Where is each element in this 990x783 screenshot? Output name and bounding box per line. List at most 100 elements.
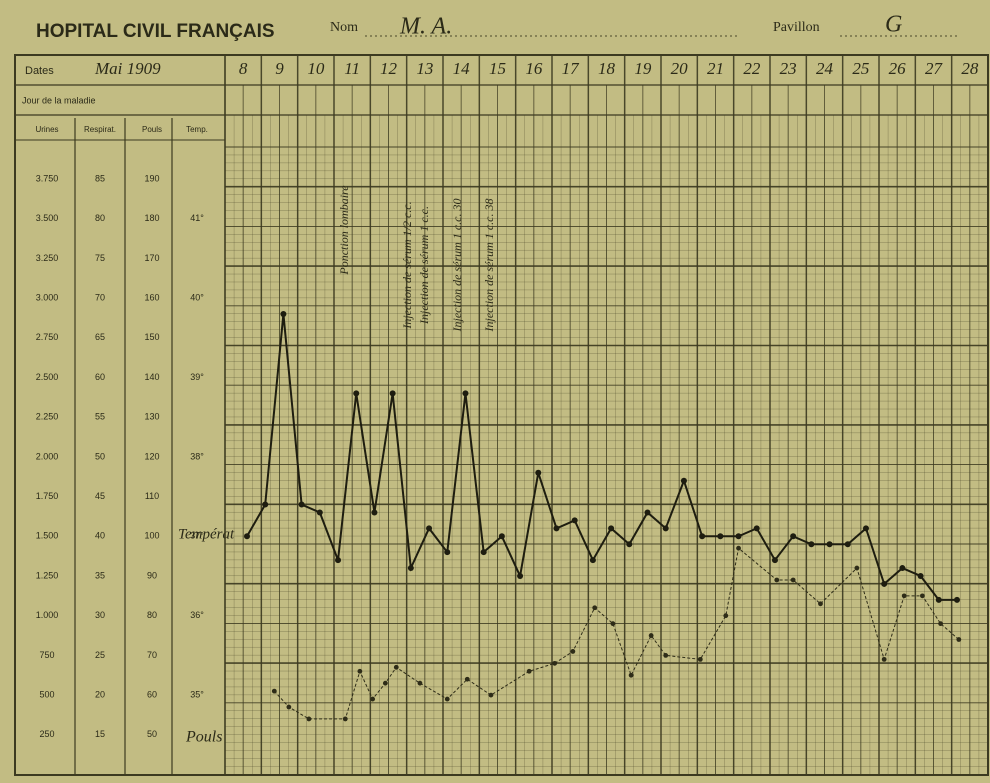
temperature-point [954, 597, 960, 603]
paper [0, 0, 990, 783]
date-label: 16 [525, 59, 543, 78]
pulse-point [552, 661, 557, 666]
temperature-point [390, 390, 396, 396]
temperature-point [262, 502, 268, 508]
month: Mai 1909 [94, 59, 161, 78]
temperature-point [863, 525, 869, 531]
pulse-point [343, 717, 348, 722]
pulse-point [286, 705, 291, 710]
temperature-point [754, 525, 760, 531]
scale-label: 1.500 [36, 531, 59, 541]
scale-label: 170 [144, 253, 159, 263]
pulse-point [592, 605, 597, 610]
temperature-point [827, 541, 833, 547]
temperature-point [299, 502, 305, 508]
pulse-point [791, 578, 796, 583]
pulse-point [649, 633, 654, 638]
scale-label: 3.500 [36, 213, 59, 223]
pulse-point [357, 669, 362, 674]
temperature-point [790, 533, 796, 539]
temperature-point [808, 541, 814, 547]
scale-label: 50 [147, 729, 157, 739]
temperature-point [244, 533, 250, 539]
scale-label: 38° [190, 451, 204, 461]
scale-label: 250 [39, 729, 54, 739]
temperature-point [317, 509, 323, 515]
date-label: 14 [453, 59, 471, 78]
scale-label: 55 [95, 412, 105, 422]
pulse-point [723, 613, 728, 618]
scale-label: 180 [144, 213, 159, 223]
temperature-curve-label: Températ [178, 526, 235, 542]
scale-label: 15 [95, 729, 105, 739]
temperature-point [481, 549, 487, 555]
scale-label: 190 [144, 173, 159, 183]
pulse-point [818, 601, 823, 606]
pulse-point [938, 621, 943, 626]
temperature-point [371, 509, 377, 515]
pulse-point [306, 717, 311, 722]
dates-label: Dates [25, 65, 54, 77]
scale-label: 35 [95, 570, 105, 580]
pulse-point [272, 689, 277, 694]
temperature-point [280, 311, 286, 317]
scale-label: 20 [95, 689, 105, 699]
temperature-point [590, 557, 596, 563]
day-label: Jour de la maladie [22, 95, 96, 105]
temperature-point [645, 509, 651, 515]
scale-label: 40° [190, 292, 204, 302]
pavilion-value: G [885, 12, 902, 38]
pulse-point [489, 693, 494, 698]
temperature-point [845, 541, 851, 547]
date-label: 18 [598, 59, 616, 78]
annotation: Ponction lombaire [337, 185, 351, 276]
scale-label: 2.250 [36, 412, 59, 422]
temperature-point [408, 565, 414, 571]
date-label: 10 [307, 59, 325, 78]
temperature-point [626, 541, 632, 547]
scale-label: 39° [190, 372, 204, 382]
pulse-point [527, 669, 532, 674]
page: {"header": {"title": "HOPITAL CIVIL FRAN… [0, 0, 990, 783]
pulse-point [370, 697, 375, 702]
pulse-point [611, 621, 616, 626]
temperature-point [772, 557, 778, 563]
date-label: 12 [380, 59, 398, 78]
temperature-point [335, 557, 341, 563]
scale-label: 80 [147, 610, 157, 620]
scale-label: 1.250 [36, 570, 59, 580]
scale-label: 3.750 [36, 173, 59, 183]
pavilion-label: Pavillon [773, 20, 820, 35]
pulse-point [774, 578, 779, 583]
scale-label: 75 [95, 253, 105, 263]
pulse-point [418, 681, 423, 686]
hospital-title: HOPITAL CIVIL FRANÇAIS [36, 21, 275, 42]
pulse-point [570, 649, 575, 654]
temperature-point [553, 525, 559, 531]
date-label: 13 [416, 59, 433, 78]
column-header: Temp. [186, 125, 208, 134]
scale-label: 140 [144, 372, 159, 382]
date-label: 17 [562, 59, 581, 78]
temperature-point [608, 525, 614, 531]
scale-label: 65 [95, 332, 105, 342]
scale-label: 25 [95, 650, 105, 660]
scale-label: 37° [190, 531, 204, 541]
date-label: 22 [743, 59, 761, 78]
pulse-point [854, 566, 859, 571]
scale-label: 41° [190, 213, 204, 223]
scale-label: 3.250 [36, 253, 59, 263]
temperature-point [736, 533, 742, 539]
pulse-point [956, 637, 961, 642]
name-label: Nom [330, 20, 358, 35]
scale-label: 60 [147, 689, 157, 699]
scale-label: 70 [95, 292, 105, 302]
date-label: 27 [925, 59, 944, 78]
pulse-point [445, 697, 450, 702]
date-label: 25 [852, 59, 869, 78]
pulse-curve-label: Pouls [185, 729, 222, 746]
scale-label: 85 [95, 173, 105, 183]
annotation: Injection de sérum 1 c.c. 38 [482, 199, 496, 333]
date-label: 24 [816, 59, 834, 78]
column-header: Pouls [142, 125, 162, 134]
